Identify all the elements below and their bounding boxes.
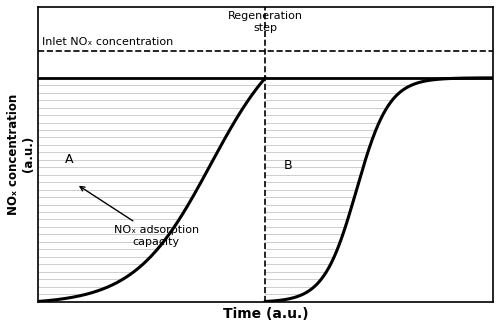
Text: Regeneration
step: Regeneration step [228, 11, 303, 33]
Text: NOₓ adsorption
capacity: NOₓ adsorption capacity [80, 187, 198, 247]
Text: B: B [284, 159, 292, 172]
Text: A: A [66, 153, 74, 166]
Y-axis label: NOₓ concentration
(a.u.): NOₓ concentration (a.u.) [7, 93, 35, 215]
Text: Inlet NOₓ concentration: Inlet NOₓ concentration [42, 37, 173, 47]
X-axis label: Time (a.u.): Time (a.u.) [222, 307, 308, 321]
